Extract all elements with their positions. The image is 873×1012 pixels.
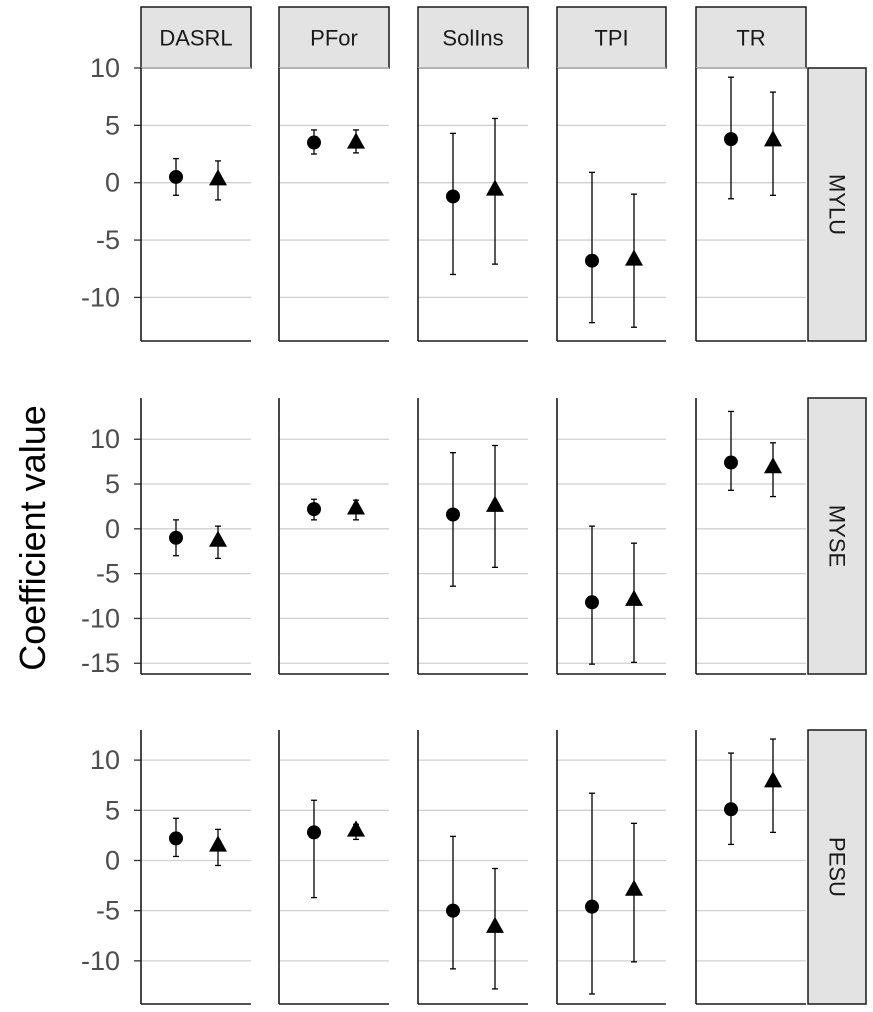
y-tick-label: -10	[81, 282, 120, 312]
y-tick-label: 5	[105, 110, 120, 140]
point-circle	[169, 831, 183, 846]
column-strip-label: TR	[736, 26, 765, 51]
column-strip-label: PFor	[310, 26, 358, 51]
y-tick-label: 5	[105, 469, 120, 499]
y-tick-label: 10	[90, 53, 120, 83]
column-strip-label: TPI	[594, 26, 628, 51]
column-strip-tpi	[556, 6, 667, 69]
y-tick-label: -10	[81, 946, 120, 976]
point-triangle	[347, 820, 365, 837]
point-triangle	[347, 498, 365, 515]
y-tick-label: 5	[105, 795, 120, 825]
point-circle	[307, 502, 321, 517]
column-strip-pfor	[278, 6, 390, 69]
column-strip-dasrl	[140, 6, 252, 69]
point-triangle	[764, 771, 782, 788]
column-strip-solins	[417, 6, 529, 69]
row-strip-label: PESU	[825, 837, 850, 897]
point-triangle	[625, 879, 643, 896]
point-circle	[169, 530, 183, 545]
point-triangle	[347, 132, 365, 149]
point-circle	[307, 825, 321, 840]
point-circle	[446, 189, 460, 204]
point-circle	[585, 253, 599, 268]
point-circle	[724, 132, 738, 147]
point-triangle	[764, 130, 782, 147]
row-strip-myse	[807, 397, 867, 675]
point-circle	[724, 455, 738, 470]
column-strip-label: SolIns	[442, 26, 503, 51]
y-tick-label: 0	[105, 514, 120, 544]
y-tick-label: 10	[90, 745, 120, 775]
y-tick-label: -15	[81, 648, 120, 678]
point-circle	[585, 899, 599, 914]
y-tick-label: -5	[96, 225, 120, 255]
y-tick-label: 0	[105, 168, 120, 198]
row-strip-label: MYSE	[825, 505, 850, 567]
point-circle	[446, 507, 460, 522]
point-triangle	[209, 835, 227, 852]
y-tick-label: -10	[81, 603, 120, 633]
point-circle	[169, 169, 183, 184]
y-axis-title: Coefficient value	[12, 405, 53, 671]
point-triangle	[625, 249, 643, 266]
column-strip-label: DASRL	[159, 26, 232, 51]
point-triangle	[209, 530, 227, 547]
y-tick-label: -5	[96, 559, 120, 589]
point-triangle	[486, 179, 504, 196]
row-strip-label: MYLU	[825, 174, 850, 235]
y-tick-label: -5	[96, 896, 120, 926]
point-triangle	[764, 457, 782, 474]
point-circle	[585, 595, 599, 610]
y-tick-label: 0	[105, 845, 120, 875]
row-strip-pesu	[807, 729, 867, 1005]
y-tick-label: 10	[90, 424, 120, 454]
point-circle	[724, 802, 738, 817]
point-circle	[446, 903, 460, 918]
point-triangle	[625, 589, 643, 606]
point-circle	[307, 135, 321, 150]
point-triangle	[209, 169, 227, 186]
row-strip-mylu	[807, 67, 867, 342]
point-triangle	[486, 495, 504, 512]
point-triangle	[486, 916, 504, 933]
